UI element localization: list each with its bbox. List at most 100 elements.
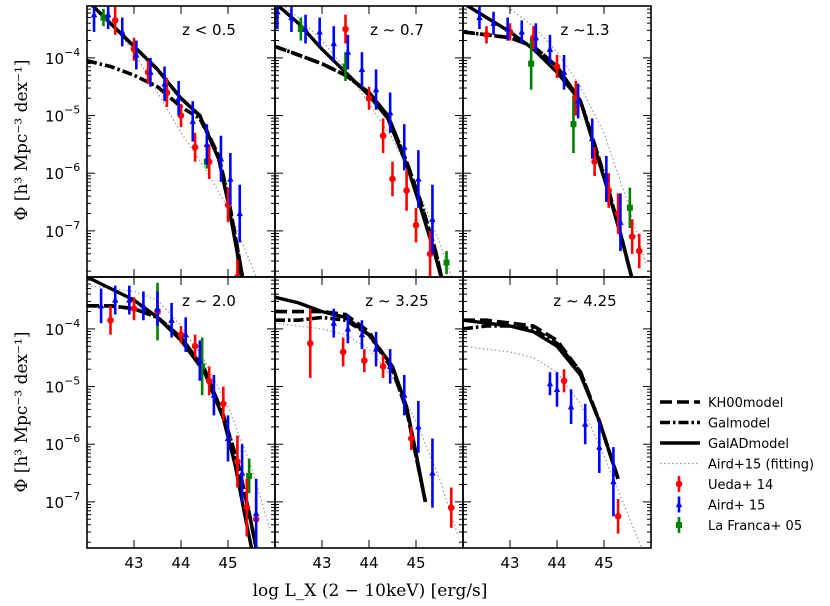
point-lafranca [100, 14, 107, 21]
point-lafranca [626, 204, 633, 211]
point-aird [415, 423, 422, 430]
panel-label: z < 0.5 [182, 21, 236, 39]
y-tick-label: 10−5 [45, 375, 80, 397]
panel-5: 43 44 45 z ∼ 3.25 [274, 276, 464, 572]
point-ueda [389, 175, 396, 183]
point-aird [401, 391, 408, 398]
point-ueda [220, 400, 227, 408]
series-gal-line [87, 303, 259, 548]
point-aird [210, 391, 218, 398]
point-aird [589, 135, 596, 142]
point-ueda [560, 377, 568, 385]
point-aird [560, 68, 568, 75]
series-kh00-line [463, 318, 620, 480]
panel-label: z ∼ 4.25 [553, 292, 616, 310]
point-ueda [614, 512, 622, 520]
point-aird [316, 28, 323, 35]
point-ueda [591, 158, 598, 165]
x-tick-label: 43 [312, 554, 331, 572]
y-tick-label: 10−4 [45, 317, 80, 339]
legend: KH00model Galmodel GalADmodel Aird+15 (fitt… [660, 396, 814, 534]
axis-frame [274, 276, 464, 549]
series-galad-line [463, 318, 620, 480]
x-tick-label: 44 [171, 554, 190, 572]
x-tick-label: 44 [359, 554, 378, 572]
point-aird [546, 45, 554, 52]
x-axis-title: log L_X (2 − 10keV) [erg/s] [253, 581, 488, 601]
point-aird [330, 39, 337, 47]
legend-label: Aird+ 15 [708, 499, 765, 514]
point-aird [196, 357, 203, 364]
point-aird [610, 478, 617, 485]
panels-layer: 10−4 10−5 10−6 10−7 z < 0.5 z ∼ 0.7 z ∼1.3 43 44… [45, 5, 652, 572]
point-aird [429, 215, 436, 222]
point-ueda [205, 377, 213, 385]
point-ueda [403, 187, 410, 194]
point-ueda [111, 17, 119, 24]
point-aird [126, 296, 133, 303]
point-aird [415, 175, 422, 182]
point-aird [227, 175, 234, 182]
point-aird [567, 403, 575, 410]
point-aird [344, 325, 352, 332]
point-ueda [342, 25, 349, 33]
point-ueda [339, 348, 347, 356]
point-aird [386, 109, 394, 116]
series-galad-line [90, 6, 243, 277]
point-aird [476, 13, 483, 21]
plot-area [275, 295, 459, 537]
point-ueda [635, 247, 643, 255]
series-galad-line [87, 277, 254, 548]
point-ueda [191, 143, 199, 151]
y-tick-exponent: −6 [64, 161, 80, 174]
point-aird [224, 434, 232, 442]
x-tick-label: 45 [218, 554, 237, 572]
series-gal-line [87, 59, 245, 277]
point-lafranca [570, 121, 577, 128]
y-tick-label: 10−7 [45, 490, 80, 512]
point-aird [358, 65, 366, 73]
y-tick-exponent: −7 [64, 219, 80, 232]
legend-item-gal: Galmodel [660, 417, 770, 432]
point-aird [553, 385, 561, 393]
series-kh00-line [275, 309, 428, 503]
point-aird [372, 345, 380, 352]
panel-label: z ∼ 3.25 [365, 292, 428, 310]
point-ueda [553, 63, 561, 70]
point-aird [140, 302, 147, 309]
point-lafranca [342, 63, 349, 70]
point-aird [372, 86, 380, 93]
point-aird [358, 331, 366, 338]
x-tick-label: 43 [500, 554, 519, 572]
point-aird [603, 175, 610, 182]
series-galad-line [275, 6, 443, 277]
panel-1: 10−4 10−5 10−6 10−7 z < 0.5 [45, 5, 276, 278]
point-aird [97, 302, 105, 309]
point-ueda [379, 132, 387, 140]
point-aird [147, 68, 154, 75]
point-aird [518, 28, 525, 35]
y-axis-title-top: Φ [h³ Mpc⁻³ dex⁻¹] [12, 59, 32, 220]
y-tick-label: 10−4 [45, 46, 80, 68]
point-lafranca [199, 363, 206, 370]
y-tick-label: 10−7 [45, 219, 80, 241]
y-tick-label: 10−6 [45, 161, 80, 183]
series-galad-line [464, 6, 634, 277]
point-aird [344, 48, 352, 55]
point-ueda [408, 435, 415, 442]
point-ueda [379, 363, 387, 370]
point-aird [203, 140, 211, 147]
point-aird [330, 319, 337, 326]
point-ueda [306, 340, 314, 347]
legend-item-kh00: KH00model [660, 396, 783, 411]
point-lafranca [528, 60, 535, 67]
point-ueda [234, 458, 241, 465]
plot-area [87, 277, 271, 548]
series-aird_fit-line [275, 322, 459, 537]
point-aird [429, 469, 436, 476]
point-aird [168, 316, 175, 323]
plot-area [463, 318, 643, 548]
y-tick-exponent: −4 [64, 46, 80, 59]
axis-frame [274, 5, 464, 278]
